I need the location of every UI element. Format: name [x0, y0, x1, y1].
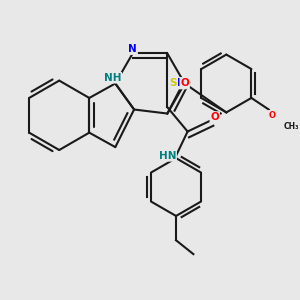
Text: S: S [169, 78, 177, 88]
Text: O: O [180, 78, 189, 88]
Text: HN: HN [159, 151, 176, 161]
Text: CH₃: CH₃ [284, 122, 300, 131]
Text: O: O [210, 112, 219, 122]
Text: N: N [128, 44, 137, 54]
Text: NH: NH [104, 73, 121, 83]
Text: N: N [177, 79, 186, 88]
Text: O: O [268, 111, 275, 120]
